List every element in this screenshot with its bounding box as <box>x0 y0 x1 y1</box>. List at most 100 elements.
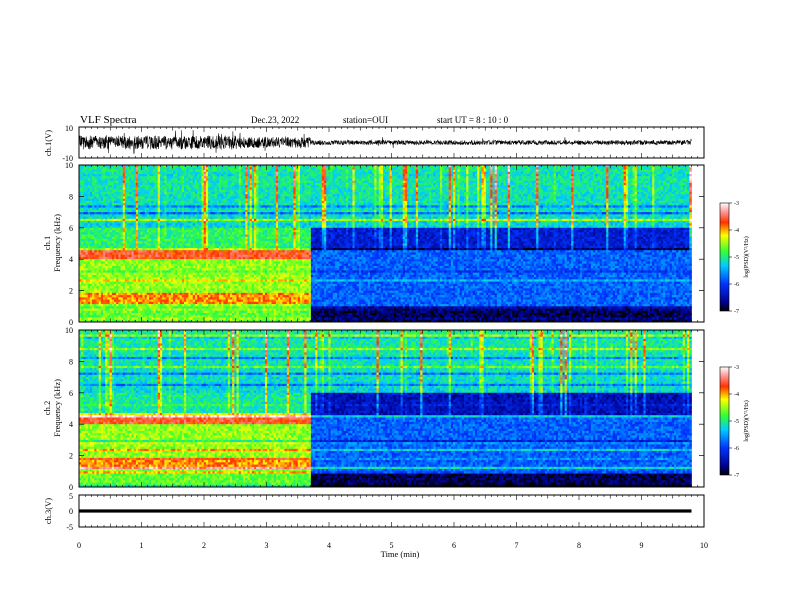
spectrogram-cell <box>237 199 240 202</box>
spectrogram-cell <box>582 174 585 177</box>
spectrogram-cell <box>405 176 408 179</box>
spectrogram-cell <box>317 196 320 199</box>
spectrogram-cell <box>261 199 264 202</box>
spectrogram-cell <box>361 185 364 188</box>
spectrogram-cell <box>595 181 598 184</box>
spectrogram-cell <box>626 169 629 172</box>
spectrogram-cell <box>138 172 141 175</box>
spectrogram-cell <box>628 176 631 179</box>
spectrogram-cell <box>197 199 200 202</box>
spectrogram-cell <box>571 176 574 179</box>
spectrogram-cell <box>431 199 434 202</box>
spectrogram-cell <box>285 174 288 177</box>
spectrogram-cell <box>648 181 651 184</box>
spectrogram-cell <box>661 187 664 190</box>
spectrogram-cell <box>427 190 430 193</box>
spectrogram-cell <box>543 190 546 193</box>
spectrogram-cell <box>114 185 117 188</box>
spectrogram-cell <box>451 192 454 195</box>
spectrogram-cell <box>99 190 102 193</box>
spectrogram-cell <box>105 196 108 199</box>
spectrogram-cell <box>151 169 154 172</box>
spectrogram-cell <box>377 174 380 177</box>
spectrogram-cell <box>482 199 485 202</box>
spectrogram-cell <box>390 174 393 177</box>
spectrogram-cell <box>477 176 480 179</box>
spectrogram-cell <box>158 169 161 172</box>
spectrogram-cell <box>429 185 432 188</box>
spectrogram-cell <box>153 178 156 181</box>
spectrogram-cell <box>643 178 646 181</box>
spectrogram-cell <box>440 172 443 175</box>
spectrogram-cell <box>613 190 616 193</box>
spectrogram-cell <box>261 183 264 186</box>
spectrogram-cell <box>258 192 261 195</box>
spectrogram-cell <box>169 174 172 177</box>
spectrogram-cell <box>112 187 115 190</box>
spectrogram-cell <box>676 183 679 186</box>
spectrogram-cell <box>667 185 670 188</box>
spectrogram-cell <box>169 187 172 190</box>
spectrogram-cell <box>681 192 684 195</box>
spectrogram-ch1-panel: 0246810 ch.1 Frequency (kHz) -3-4-5-6-7 … <box>42 161 750 327</box>
spectrogram-cell <box>132 183 135 186</box>
spectrogram-cell <box>412 169 415 172</box>
spectrogram-cell <box>324 183 327 186</box>
spectrogram-cell <box>615 183 618 186</box>
spectrogram-cell <box>670 185 673 188</box>
spectrogram-cell <box>116 174 119 177</box>
spectrogram-cell <box>519 190 522 193</box>
spectrogram-cell <box>239 167 242 170</box>
spectrogram-cell <box>545 167 548 170</box>
spectrogram-cell <box>387 169 390 172</box>
spectrogram-cell <box>92 172 95 175</box>
spectrogram-cell <box>86 176 89 179</box>
spectrogram-cell <box>328 194 331 197</box>
spectrogram-cell <box>442 181 445 184</box>
spectrogram-cell <box>237 192 240 195</box>
spectrogram-cell <box>232 169 235 172</box>
spectrogram-cell <box>442 190 445 193</box>
spectrogram-cell <box>129 194 132 197</box>
spectrogram-cell <box>543 178 546 181</box>
spectrogram-cell <box>643 196 646 199</box>
spectrogram-cell <box>385 196 388 199</box>
spectrogram-cell <box>366 169 369 172</box>
spectrogram-cell <box>132 190 135 193</box>
spectrogram-cell <box>300 196 303 199</box>
spectrogram-cell <box>643 172 646 175</box>
spectrogram-cell <box>206 183 209 186</box>
spectrogram-cell <box>558 176 561 179</box>
spectrogram-cell <box>412 185 415 188</box>
spectrogram-cell <box>296 174 299 177</box>
spectrogram-cell <box>337 169 340 172</box>
spectrogram-cell <box>506 174 509 177</box>
spectrogram-cell <box>256 178 259 181</box>
spectrogram-cell <box>335 174 338 177</box>
spectrogram-cell <box>177 174 180 177</box>
spectrogram-cell <box>687 190 690 193</box>
spectrogram-cell <box>177 199 180 202</box>
spectrogram-cell <box>92 194 95 197</box>
spectrogram-cell <box>186 183 189 186</box>
spectrogram-cell <box>392 194 395 197</box>
spectrogram-cell <box>250 196 253 199</box>
spectrogram-cell <box>276 169 279 172</box>
spectrogram-cell <box>573 185 576 188</box>
spectrogram-cell <box>460 187 463 190</box>
spectrogram-cell <box>274 199 277 202</box>
spectrogram-cell <box>479 176 482 179</box>
spectrogram-cell <box>589 190 592 193</box>
spectrogram-cell <box>475 183 478 186</box>
spectrogram-cell <box>221 199 224 202</box>
spectrogram-cell <box>477 192 480 195</box>
spectrogram-cell <box>134 199 137 202</box>
spectrogram-cell <box>191 181 194 184</box>
spectrogram-cell <box>436 178 439 181</box>
spectrogram-cell <box>129 185 132 188</box>
spectrogram-cell <box>687 181 690 184</box>
spectrogram-cell <box>333 169 336 172</box>
spectrogram-cell <box>269 194 272 197</box>
spectrogram-cell <box>320 169 323 172</box>
spectrogram-cell <box>162 190 165 193</box>
